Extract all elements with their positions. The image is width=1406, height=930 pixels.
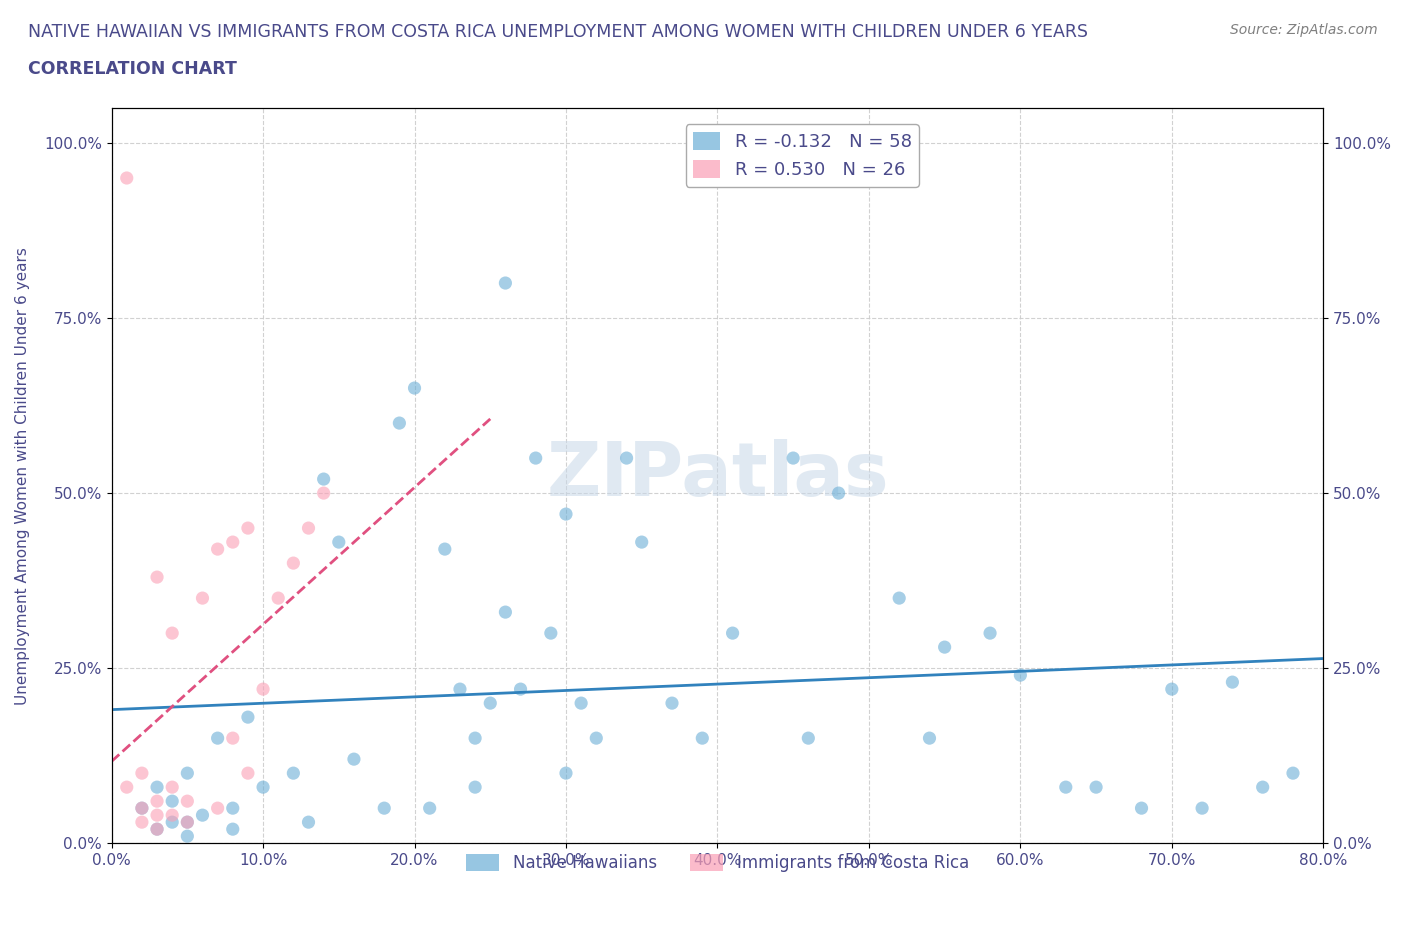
Point	[222, 535, 245, 550]
Point	[236, 765, 259, 780]
Point	[160, 808, 183, 823]
Point	[1251, 779, 1274, 794]
Point	[176, 815, 198, 830]
Point	[146, 808, 169, 823]
Point	[1054, 779, 1077, 794]
Point	[1282, 765, 1305, 780]
Point	[146, 779, 169, 794]
Point	[419, 801, 441, 816]
Point	[721, 626, 744, 641]
Point	[540, 626, 562, 641]
Text: NATIVE HAWAIIAN VS IMMIGRANTS FROM COSTA RICA UNEMPLOYMENT AMONG WOMEN WITH CHIL: NATIVE HAWAIIAN VS IMMIGRANTS FROM COSTA…	[28, 23, 1088, 41]
Y-axis label: Unemployment Among Women with Children Under 6 years: Unemployment Among Women with Children U…	[15, 246, 30, 705]
Point	[267, 591, 290, 605]
Point	[283, 555, 305, 570]
Point	[252, 779, 274, 794]
Point	[509, 682, 531, 697]
Point	[449, 682, 471, 697]
Point	[160, 779, 183, 794]
Point	[616, 451, 638, 466]
Point	[979, 626, 1001, 641]
Point	[160, 626, 183, 641]
Point	[494, 604, 516, 619]
Point	[222, 822, 245, 837]
Point	[782, 451, 804, 466]
Point	[404, 380, 426, 395]
Point	[312, 472, 335, 486]
Point	[1010, 668, 1032, 683]
Point	[283, 765, 305, 780]
Point	[236, 710, 259, 724]
Point	[146, 822, 169, 837]
Point	[160, 793, 183, 808]
Point	[1191, 801, 1213, 816]
Point	[176, 829, 198, 844]
Point	[373, 801, 395, 816]
Point	[479, 696, 502, 711]
Point	[297, 815, 319, 830]
Point	[934, 640, 956, 655]
Point	[1222, 674, 1244, 689]
Point	[889, 591, 911, 605]
Point	[433, 541, 456, 556]
Point	[661, 696, 683, 711]
Point	[388, 416, 411, 431]
Point	[569, 696, 592, 711]
Point	[146, 793, 169, 808]
Point	[827, 485, 849, 500]
Point	[176, 793, 198, 808]
Text: Source: ZipAtlas.com: Source: ZipAtlas.com	[1230, 23, 1378, 37]
Point	[207, 801, 229, 816]
Point	[207, 731, 229, 746]
Point	[524, 451, 547, 466]
Point	[252, 682, 274, 697]
Point	[585, 731, 607, 746]
Point	[131, 801, 153, 816]
Point	[297, 521, 319, 536]
Point	[222, 731, 245, 746]
Point	[555, 507, 578, 522]
Point	[131, 765, 153, 780]
Point	[236, 521, 259, 536]
Point	[312, 485, 335, 500]
Point	[343, 751, 366, 766]
Point	[146, 822, 169, 837]
Point	[494, 275, 516, 290]
Point	[918, 731, 941, 746]
Point	[1085, 779, 1108, 794]
Point	[191, 808, 214, 823]
Point	[115, 779, 138, 794]
Text: CORRELATION CHART: CORRELATION CHART	[28, 60, 238, 78]
Point	[797, 731, 820, 746]
Point	[115, 170, 138, 185]
Point	[146, 570, 169, 585]
Point	[222, 801, 245, 816]
Legend: Native Hawaiians, Immigrants from Costa Rica: Native Hawaiians, Immigrants from Costa …	[460, 847, 976, 879]
Point	[692, 731, 714, 746]
Point	[131, 801, 153, 816]
Point	[176, 765, 198, 780]
Point	[191, 591, 214, 605]
Point	[464, 779, 486, 794]
Point	[464, 731, 486, 746]
Point	[630, 535, 652, 550]
Text: ZIPatlas: ZIPatlas	[546, 439, 889, 512]
Point	[555, 765, 578, 780]
Point	[176, 815, 198, 830]
Point	[160, 815, 183, 830]
Point	[207, 541, 229, 556]
Point	[328, 535, 350, 550]
Point	[131, 815, 153, 830]
Point	[1130, 801, 1153, 816]
Point	[1160, 682, 1182, 697]
